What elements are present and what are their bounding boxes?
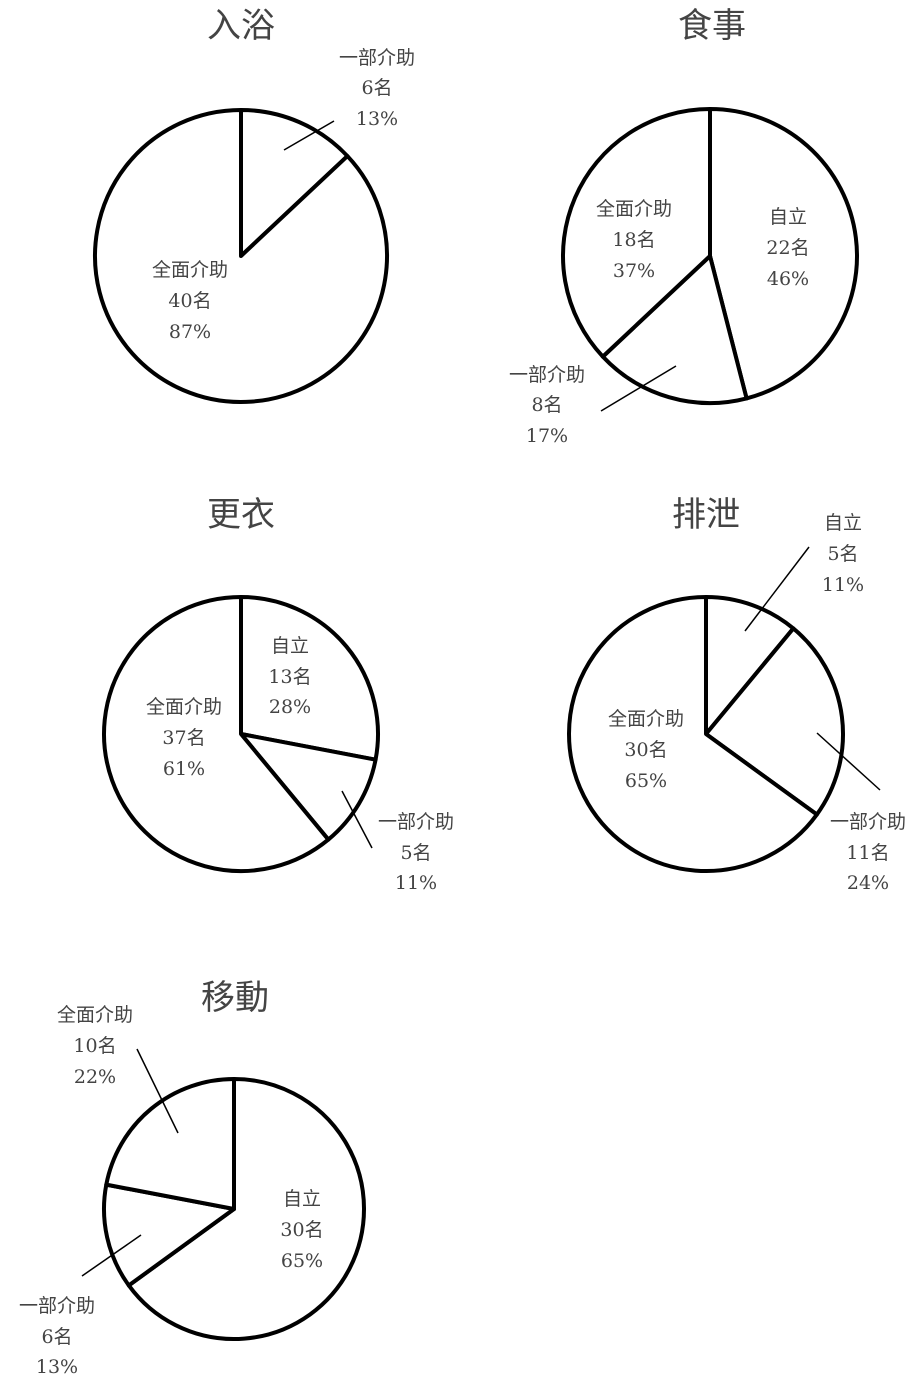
slice-category-label: 全面介助 <box>57 1004 133 1026</box>
slice-count-label: 22名 <box>766 237 809 259</box>
slice-label-partial-assist: 一部介助 5名 11% <box>378 811 454 894</box>
slice-label-partial-assist: 一部介助 6名 13% <box>19 1295 95 1378</box>
slice-percent-label: 24% <box>847 872 889 894</box>
slice-percent-label: 28% <box>269 696 311 718</box>
slice-label-full-assist: 全面介助 30名 65% <box>608 708 684 792</box>
slices <box>92 108 389 404</box>
pie-slice-full-assist <box>567 595 819 873</box>
pie-slice-full-assist <box>102 595 331 873</box>
slice-percent-label: 11% <box>822 574 864 596</box>
leader-line <box>283 120 335 151</box>
pie-slice-independent <box>126 1077 366 1341</box>
pie-slice-independent <box>708 107 859 401</box>
leader-line <box>136 1048 179 1134</box>
slice-label-independent: 自立 30名 65% <box>280 1188 323 1272</box>
slice-count-label: 30名 <box>280 1219 323 1241</box>
slice-label-independent: 自立 22名 46% <box>766 206 809 290</box>
slice-category-label: 一部介助 <box>830 811 906 833</box>
slice-count-label: 5名 <box>827 543 858 565</box>
pie-slice-full-assist <box>92 108 389 404</box>
slice-count-label: 5名 <box>400 842 431 864</box>
pie-slice-partial-assist <box>239 108 350 258</box>
leader-line <box>341 790 373 849</box>
slice-category-label: 自立 <box>824 512 862 534</box>
slice-count-label: 6名 <box>41 1326 72 1348</box>
slice-label-independent: 自立 13名 28% <box>268 635 311 718</box>
chart-title: 入浴 <box>207 6 275 46</box>
slice-percent-label: 11% <box>395 872 437 894</box>
slice-count-label: 18名 <box>612 229 655 251</box>
slice-percent-label: 61% <box>163 758 205 780</box>
pie-slice-partial-assist <box>600 254 749 405</box>
pie-slice-full-assist <box>104 1077 236 1211</box>
slice-percent-label: 13% <box>356 108 398 130</box>
slices <box>102 1077 366 1341</box>
slice-category-label: 全面介助 <box>608 708 684 730</box>
slice-count-label: 30名 <box>624 739 667 761</box>
pie-slice-full-assist <box>560 107 712 359</box>
leader-line <box>816 732 881 791</box>
slice-percent-label: 87% <box>169 321 211 343</box>
slice-category-label: 全面介助 <box>596 198 672 220</box>
pie-chart-meals: 食事 自立 22名 46% 一部介助 8名 17% 全面介助 18名 37% <box>509 6 859 447</box>
slice-label-partial-assist: 一部介助 11名 24% <box>830 811 906 894</box>
slice-category-label: 全面介助 <box>146 696 222 718</box>
slice-percent-label: 37% <box>613 260 655 282</box>
pie-slice-partial-assist <box>239 732 378 842</box>
slice-label-independent: 自立 5名 11% <box>822 512 864 596</box>
pie-slice-independent <box>704 595 796 736</box>
slice-category-label: 自立 <box>769 206 807 228</box>
slice-percent-label: 65% <box>281 1250 323 1272</box>
slice-category-label: 一部介助 <box>509 364 585 386</box>
slice-category-label: 全面介助 <box>152 259 228 281</box>
slice-percent-label: 22% <box>74 1066 116 1088</box>
pie-chart-mobility: 移動 自立 30名 65% 一部介助 6名 13% 全面介助 10名 22% <box>19 978 366 1378</box>
leader-line <box>600 365 677 412</box>
slice-percent-label: 13% <box>36 1356 78 1378</box>
pie-slice-independent <box>239 595 380 762</box>
slice-count-label: 37名 <box>162 727 205 749</box>
slice-percent-label: 46% <box>767 268 809 290</box>
slice-category-label: 一部介助 <box>378 811 454 833</box>
chart-title: 排泄 <box>672 495 740 535</box>
slice-category-label: 一部介助 <box>19 1295 95 1317</box>
slice-label-full-assist: 全面介助 18名 37% <box>596 198 672 282</box>
slice-label-partial-assist: 一部介助 6名 13% <box>339 47 415 130</box>
pie-chart-toileting: 排泄 自立 5名 11% 一部介助 11名 24% 全面介助 30名 65% <box>567 495 906 894</box>
slice-percent-label: 65% <box>625 770 667 792</box>
slice-count-label: 40名 <box>168 290 211 312</box>
leader-line <box>744 546 810 632</box>
slice-count-label: 8名 <box>531 394 562 416</box>
chart-title: 移動 <box>201 978 269 1018</box>
slice-count-label: 11名 <box>846 842 889 864</box>
slices <box>102 595 380 873</box>
slice-label-full-assist: 全面介助 10名 22% <box>57 1004 133 1088</box>
chart-title: 食事 <box>678 6 746 46</box>
pie-slice-partial-assist <box>704 626 845 817</box>
slice-percent-label: 17% <box>526 425 568 447</box>
slice-label-full-assist: 全面介助 40名 87% <box>152 259 228 343</box>
leader-line <box>81 1234 142 1277</box>
slice-count-label: 10名 <box>73 1035 116 1057</box>
slices <box>567 595 845 873</box>
slice-label-partial-assist: 一部介助 8名 17% <box>509 364 585 447</box>
slice-category-label: 自立 <box>283 1188 321 1210</box>
slice-count-label: 6名 <box>361 77 392 99</box>
slice-count-label: 13名 <box>268 666 311 688</box>
slice-category-label: 自立 <box>271 635 309 657</box>
pie-slice-partial-assist <box>102 1182 236 1288</box>
pie-chart-bathing: 入浴 一部介助 6名 13% 全面介助 40名 87% <box>92 6 415 404</box>
slices <box>560 107 859 405</box>
slice-label-full-assist: 全面介助 37名 61% <box>146 696 222 780</box>
chart-title: 更衣 <box>207 495 275 535</box>
pie-chart-dressing: 更衣 自立 13名 28% 一部介助 5名 11% 全面介助 37名 61% <box>102 495 454 894</box>
slice-category-label: 一部介助 <box>339 47 415 69</box>
